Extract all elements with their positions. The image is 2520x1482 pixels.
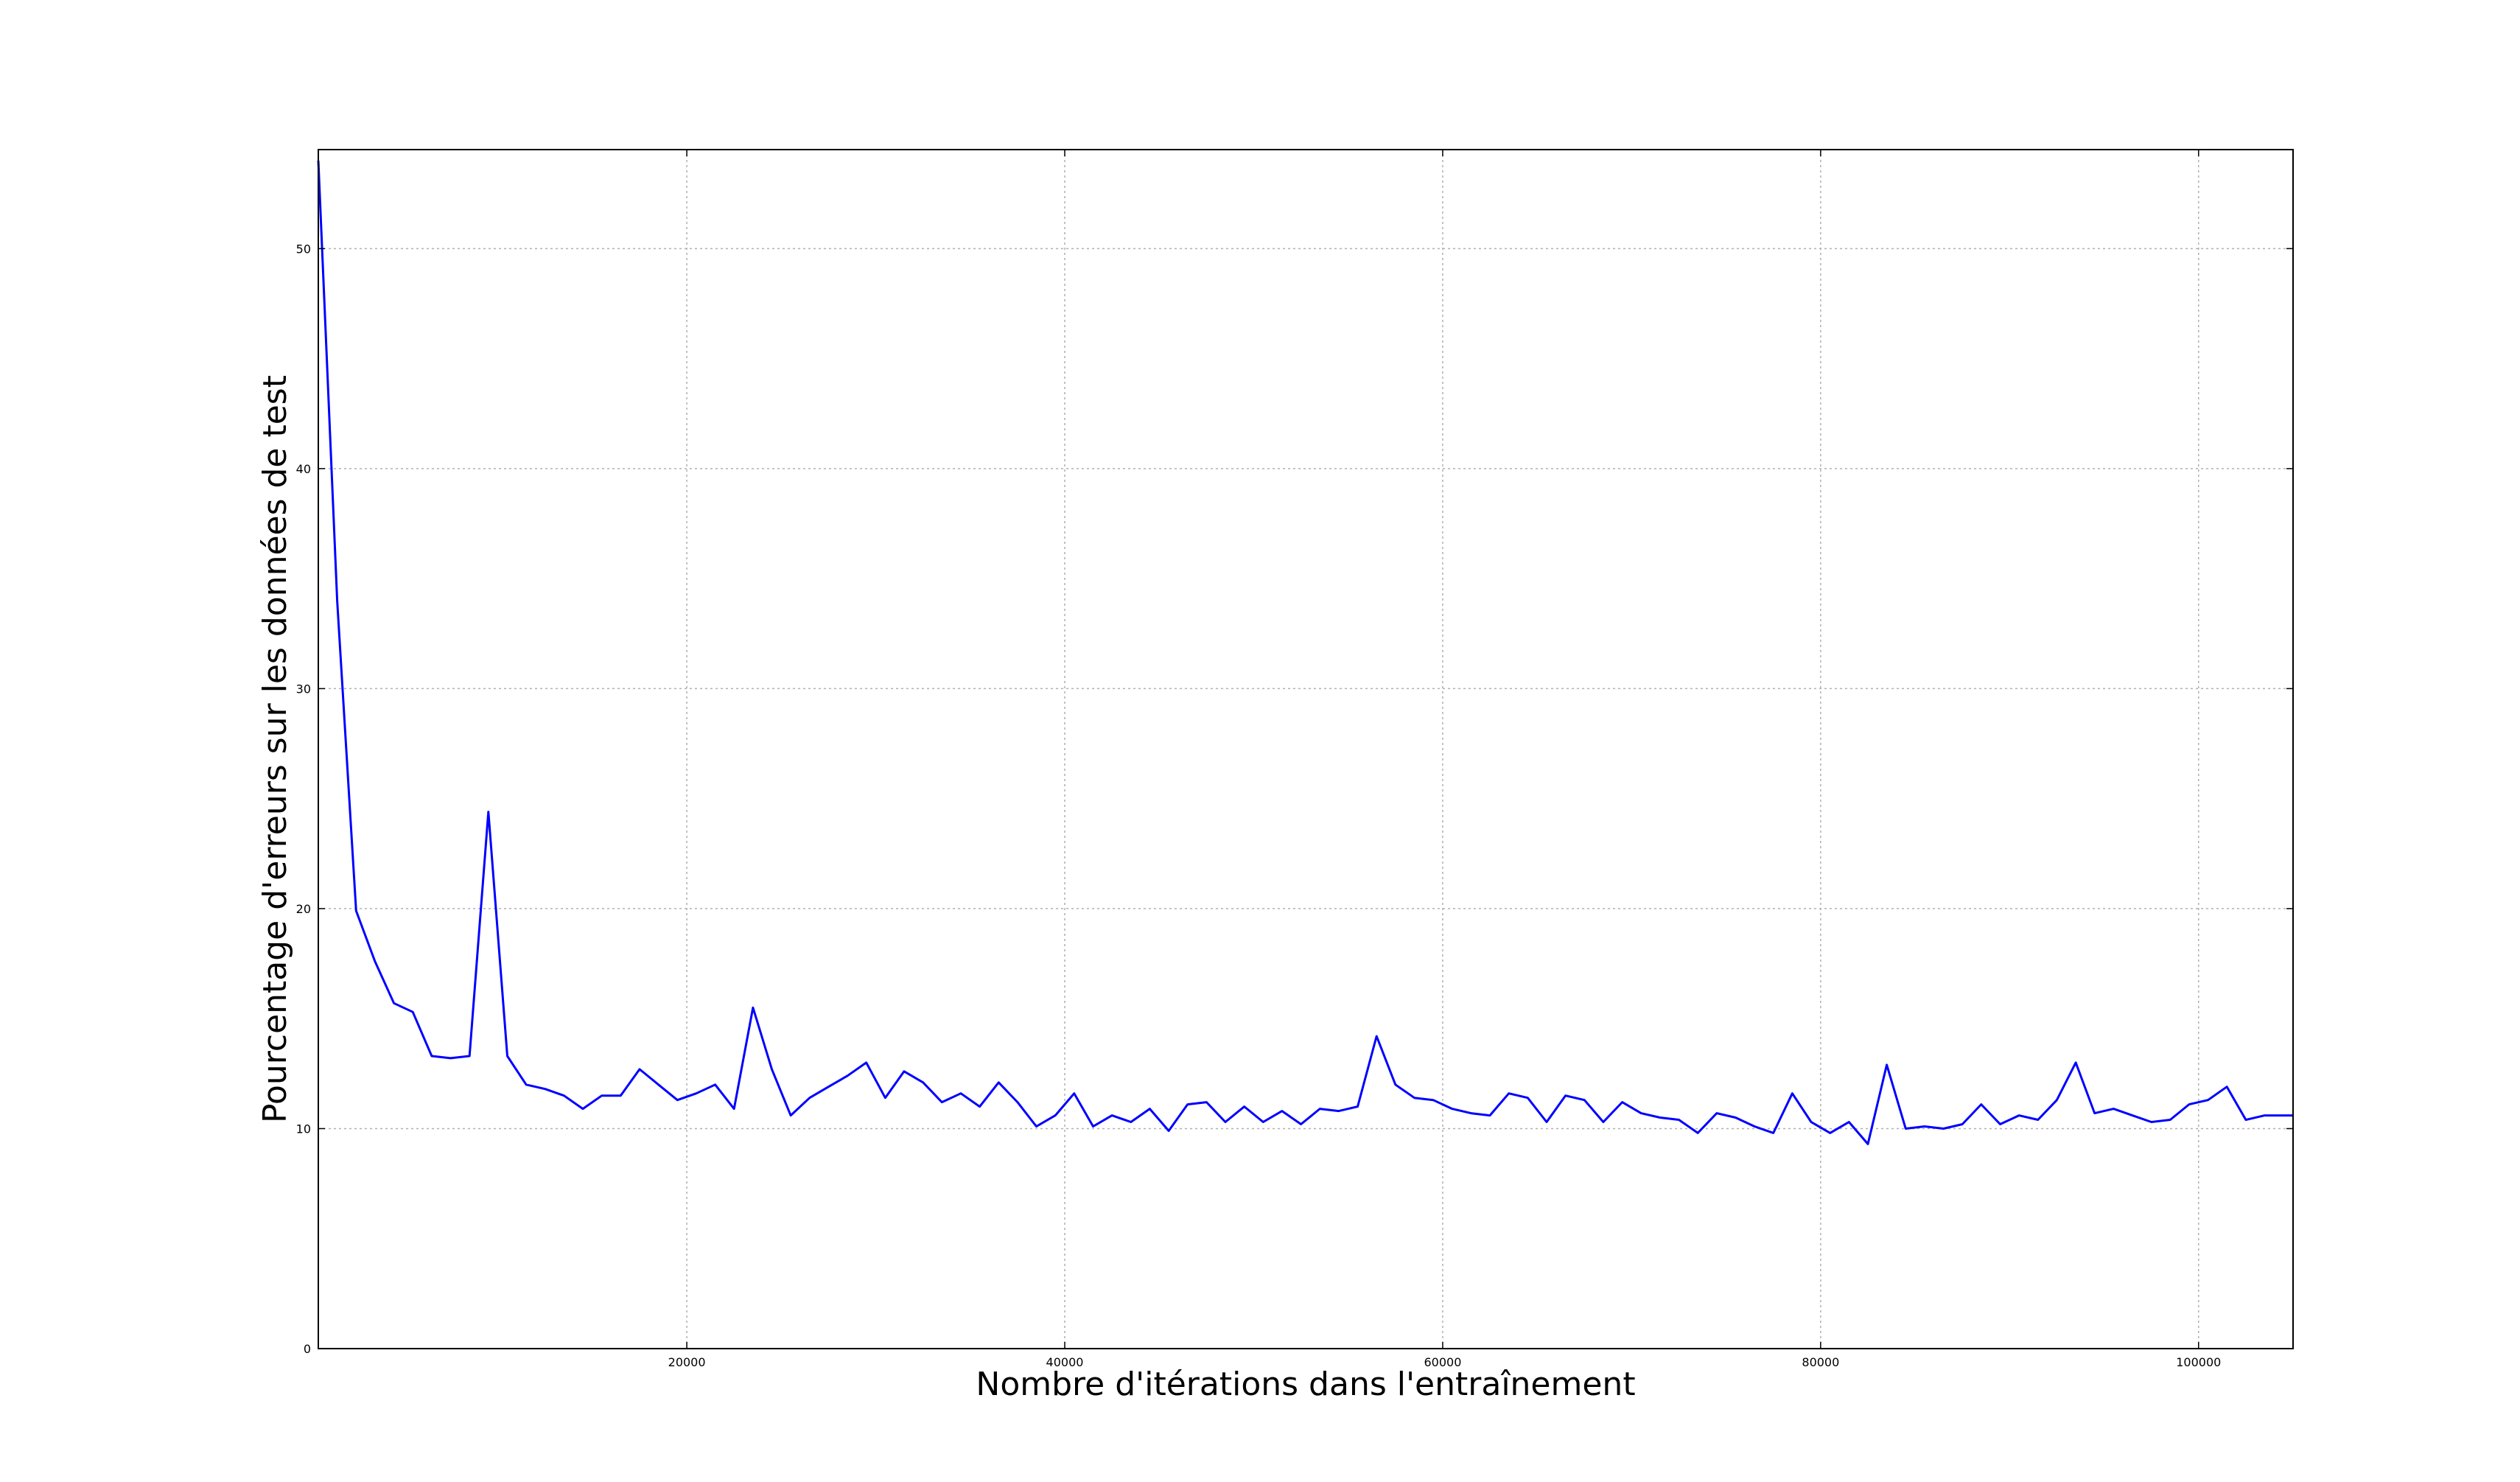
y-axis-title: Pourcentage d'erreurs sur les données de… <box>256 375 294 1123</box>
y-tick-label: 10 <box>296 1122 311 1136</box>
axes-frame <box>318 149 2294 1349</box>
y-tick-label: 30 <box>296 682 311 696</box>
y-tick-label: 0 <box>304 1342 311 1356</box>
x-tick-label: 80000 <box>1802 1355 1839 1369</box>
x-tick-label: 60000 <box>1424 1355 1461 1369</box>
x-axis-title: Nombre d'itérations dans l'entraînement <box>976 1366 1635 1403</box>
y-tick-label: 20 <box>296 902 311 916</box>
y-tick-label: 40 <box>296 462 311 476</box>
plot-area <box>317 160 2293 1145</box>
x-tick-label: 100000 <box>2176 1355 2221 1369</box>
y-tick-label: 50 <box>296 242 311 256</box>
x-tick-label: 20000 <box>668 1355 706 1369</box>
x-tick-label: 40000 <box>1046 1355 1084 1369</box>
axis-ticks: 20000 40000 60000 80000 100000 0 10 20 30 40 50 <box>296 150 2293 1369</box>
series-line <box>317 160 2293 1145</box>
